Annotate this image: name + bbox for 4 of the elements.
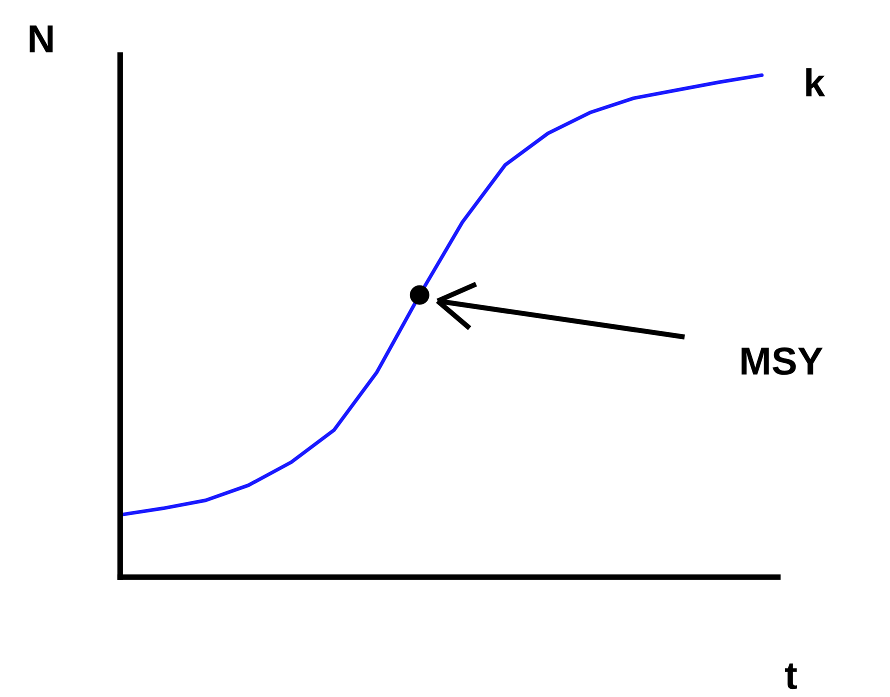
x-axis-title: t <box>785 663 798 690</box>
text: k <box>806 68 826 96</box>
annotation: MSY <box>742 347 823 375</box>
y-axis-title: N <box>30 25 53 52</box>
